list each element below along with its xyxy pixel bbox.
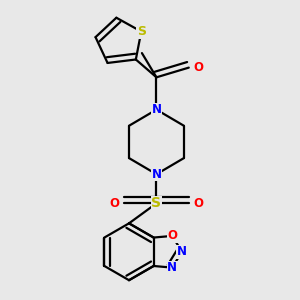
Text: S: S [137, 25, 146, 38]
Text: O: O [194, 61, 203, 74]
Text: O: O [110, 197, 119, 210]
Text: N: N [177, 245, 187, 258]
Text: N: N [167, 261, 177, 274]
Text: N: N [152, 168, 161, 181]
Text: O: O [194, 197, 203, 210]
Text: S: S [152, 196, 161, 210]
Text: N: N [152, 103, 161, 116]
Text: O: O [167, 230, 177, 242]
